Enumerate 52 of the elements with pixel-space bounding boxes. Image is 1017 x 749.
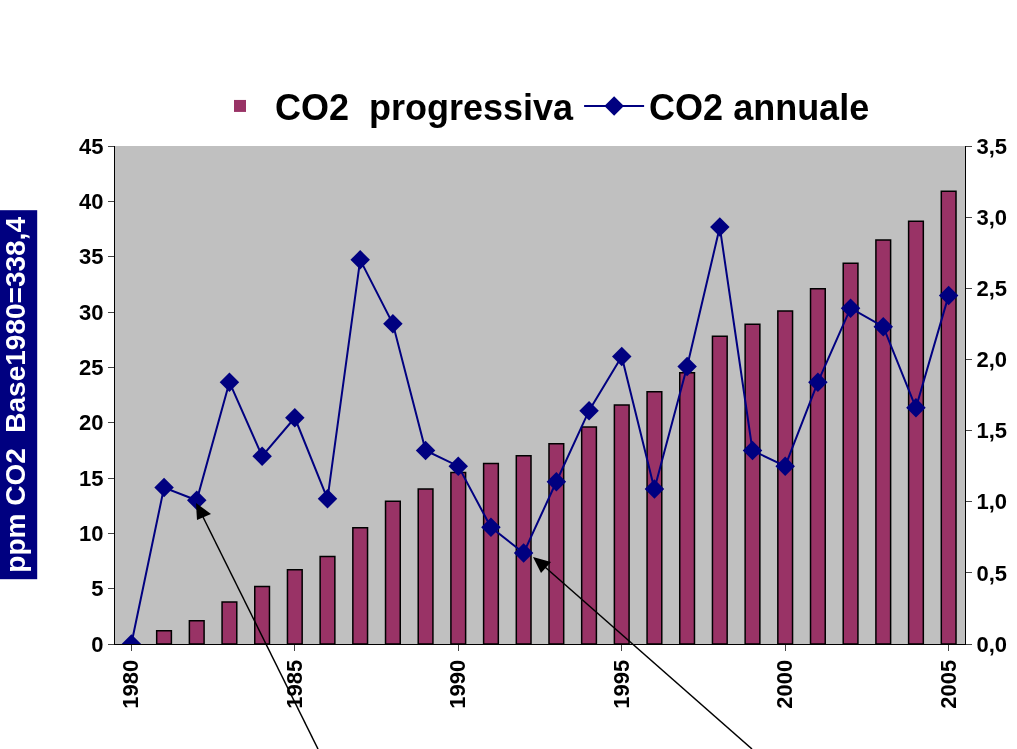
x-tick-label: 2005 xyxy=(935,659,961,709)
y2-tick-label: 3,5 xyxy=(976,133,1007,159)
point xyxy=(350,250,370,270)
y2-tick-label: 1,5 xyxy=(976,418,1007,444)
x-tick-label: 1990 xyxy=(445,659,471,709)
point xyxy=(383,314,403,334)
y-axis-title: ppm CO2 Base1980=338,4 xyxy=(0,216,31,573)
x-tick-label: 1980 xyxy=(118,659,144,709)
y2-tick-label: 1,0 xyxy=(976,489,1007,515)
point xyxy=(840,298,861,318)
y-tick-label: 30 xyxy=(79,299,104,325)
point xyxy=(742,440,763,461)
point xyxy=(611,346,632,367)
x-tick-label: 1995 xyxy=(608,659,634,709)
point xyxy=(154,477,174,498)
point xyxy=(579,400,599,421)
point xyxy=(219,372,240,392)
y-tick-label: 0 xyxy=(91,631,104,657)
point xyxy=(481,517,501,538)
y-tick-label: 25 xyxy=(79,355,104,381)
point xyxy=(448,456,469,476)
point xyxy=(938,285,959,306)
y-tick-label: 10 xyxy=(79,521,104,547)
y-tick-label: 40 xyxy=(79,189,104,215)
y2-tick-label: 2,5 xyxy=(976,275,1007,301)
x-tick-label: 2000 xyxy=(772,659,798,709)
point xyxy=(285,408,305,428)
y-tick-label: 5 xyxy=(91,576,104,602)
y2-tick-label: 2,0 xyxy=(976,347,1007,373)
y-tick-label: 20 xyxy=(79,410,104,436)
y-tick-label: 35 xyxy=(79,244,104,270)
legend-label: CO2 annuale xyxy=(649,86,870,128)
x-tick-label: 1985 xyxy=(281,659,307,709)
y2-tick-label: 0,5 xyxy=(976,560,1007,586)
point xyxy=(513,543,534,563)
point xyxy=(186,490,207,511)
point xyxy=(252,446,272,466)
point xyxy=(677,356,697,377)
point xyxy=(317,489,338,509)
y-tick-label: 15 xyxy=(79,465,104,491)
legend-label: CO2 progressiva xyxy=(275,86,575,128)
point xyxy=(415,440,436,461)
point xyxy=(906,398,926,418)
y-tick-label: 45 xyxy=(79,133,104,159)
y2-tick-label: 3,0 xyxy=(976,204,1007,230)
point xyxy=(808,372,828,392)
y2-tick-label: 0,0 xyxy=(976,631,1007,657)
point xyxy=(873,316,894,337)
point xyxy=(546,472,567,492)
point xyxy=(644,479,665,499)
point xyxy=(775,456,795,476)
point xyxy=(710,217,730,237)
